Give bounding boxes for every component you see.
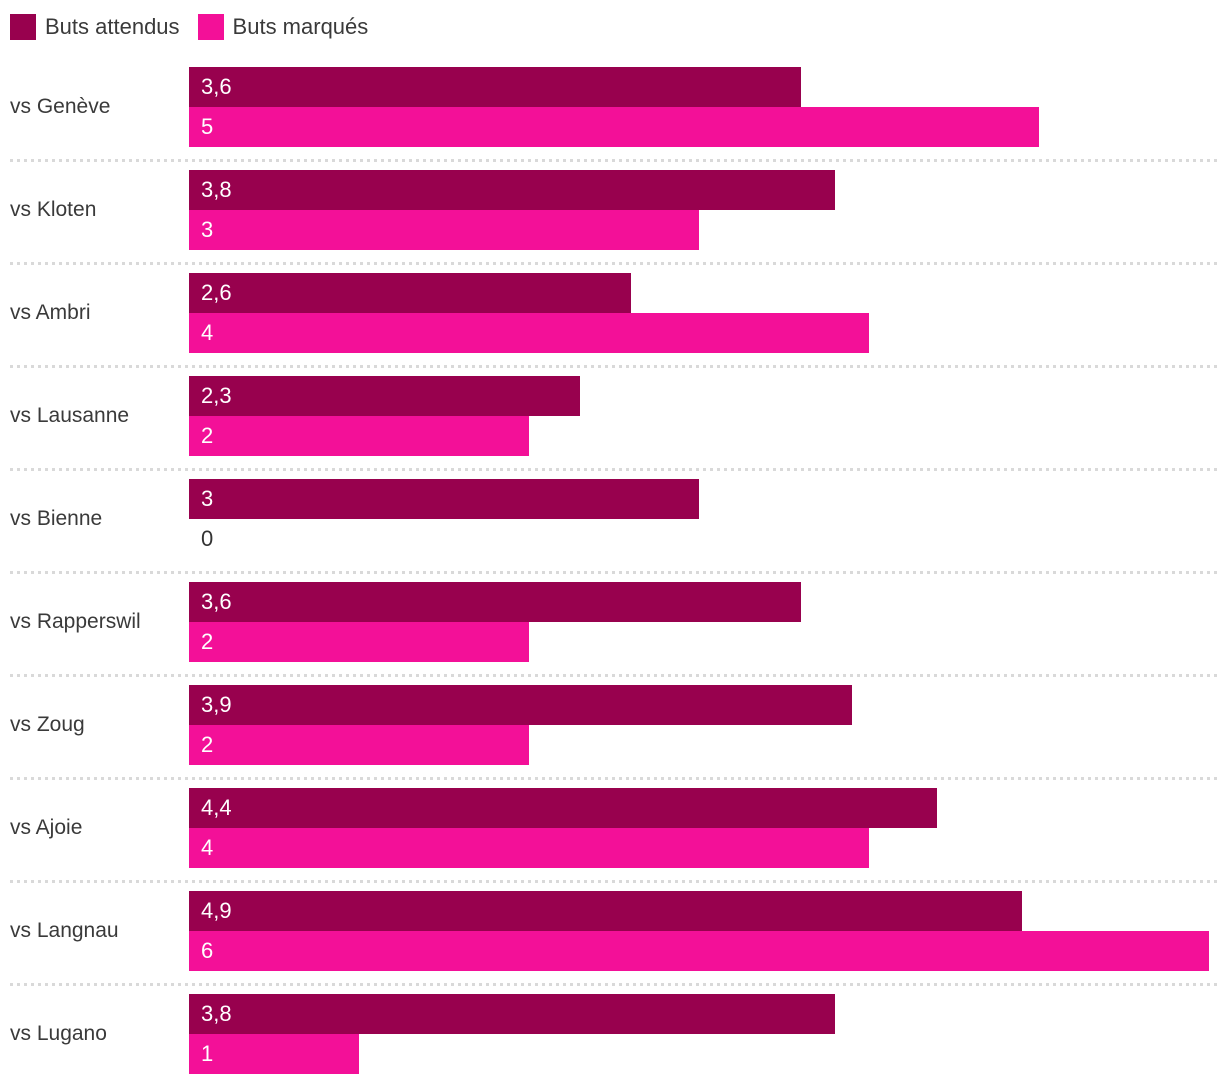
row-separator: [10, 983, 1220, 986]
bar-group: 4,4 4: [189, 788, 1220, 868]
bar-value-label: 4,4: [201, 795, 232, 820]
category-label: vs Lausanne: [10, 404, 130, 427]
bar-group: 3,8 3: [189, 170, 1220, 250]
bar-row: vs Zoug 3,9 2: [0, 685, 1220, 765]
scored-goals-bar: 4: [189, 313, 869, 353]
expected-goals-bar: 4,9: [189, 891, 1022, 931]
legend-item-scored: Buts marqués: [197, 14, 369, 40]
bar-row: vs Rapperswil 3,6 2: [0, 582, 1220, 662]
scored-goals-bar: 2: [189, 725, 529, 765]
scored-goals-bar: 2: [189, 416, 529, 456]
bar-row: vs Lausanne 2,3 2: [0, 376, 1220, 456]
category-label: vs Genève: [10, 95, 111, 118]
bar-value-label: 4: [201, 320, 214, 345]
row-separator: [10, 571, 1220, 574]
category-label: vs Rapperswil: [10, 610, 141, 633]
bar-row: vs Bienne 3 0: [0, 479, 1220, 559]
bar-value-label: 4,9: [201, 898, 232, 923]
category-label: vs Lugano: [10, 1022, 107, 1045]
bar-value-label: 3,6: [201, 74, 232, 99]
expected-goals-bar: 3,8: [189, 170, 835, 210]
bar-value-label: 3,9: [201, 692, 232, 717]
scored-goals-bar: 1: [189, 1034, 359, 1074]
chart-rows: vs Genève 3,6 5 vs Kloten 3,8 3 vs Ambri 2,6 4 vs…: [0, 67, 1220, 1074]
row-separator: [10, 159, 1220, 162]
bar-row: vs Langnau 4,9 6: [0, 891, 1220, 971]
category-label: vs Zoug: [10, 713, 85, 736]
bar-row: vs Ajoie 4,4 4: [0, 788, 1220, 868]
expected-goals-bar: 2,6: [189, 273, 631, 313]
row-separator: [10, 674, 1220, 677]
scored-goals-bar: 2: [189, 622, 529, 662]
bar-value-label: 3,6: [201, 589, 232, 614]
bar-value-label: 3: [201, 217, 214, 242]
expected-goals-bar: 4,4: [189, 788, 937, 828]
legend-label-scored: Buts marqués: [232, 14, 369, 39]
expected-goals-bar: 2,3: [189, 376, 580, 416]
legend-item-expected: Buts attendus: [10, 14, 180, 40]
bar-group: 4,9 6: [189, 891, 1220, 971]
bar-value-label: 6: [201, 938, 214, 963]
bar-row: vs Ambri 2,6 4: [0, 273, 1220, 353]
bar-group: 3,6 2: [189, 582, 1220, 662]
bar-value-label: 3,8: [201, 177, 232, 202]
category-label: vs Langnau: [10, 919, 119, 942]
bar-value-label: 2: [201, 423, 214, 448]
expected-goals-bar: 3,8: [189, 994, 835, 1034]
expected-goals-bar: 3,9: [189, 685, 852, 725]
bar-group: 3,9 2: [189, 685, 1220, 765]
bar-value-label: 2,3: [201, 383, 232, 408]
bar-value-label: 0: [201, 526, 214, 551]
row-separator: [10, 777, 1220, 780]
scored-goals-bar: 3: [189, 210, 699, 250]
bar-value-label: 2: [201, 732, 214, 757]
bar-value-label: 1: [201, 1041, 214, 1066]
bar-value-label: 2: [201, 629, 214, 654]
bar-value-label: 2,6: [201, 280, 232, 305]
expected-goals-bar: 3,6: [189, 582, 801, 622]
bar-row: vs Lugano 3,8 1: [0, 994, 1220, 1074]
expected-goals-bar: 3: [189, 479, 699, 519]
category-label: vs Ajoie: [10, 816, 83, 839]
bar-group: 2,3 2: [189, 376, 1220, 456]
row-separator: [10, 365, 1220, 368]
legend-swatch-scored: [197, 14, 224, 40]
row-separator: [10, 880, 1220, 883]
bar-value-label: 5: [201, 114, 214, 139]
scored-goals-bar: 4: [189, 828, 869, 868]
category-label: vs Bienne: [10, 507, 103, 530]
bar-group: 3,6 5: [189, 67, 1220, 147]
bar-group: 2,6 4: [189, 273, 1220, 353]
bar-group: 3,8 1: [189, 994, 1220, 1074]
category-label: vs Kloten: [10, 198, 97, 221]
legend: Buts attendus Buts marqués: [10, 14, 1220, 40]
scored-goals-bar: 5: [189, 107, 1039, 147]
legend-swatch-expected: [10, 14, 36, 40]
row-separator: [10, 468, 1220, 471]
bar-row: vs Genève 3,6 5: [0, 67, 1220, 147]
category-label: vs Ambri: [10, 301, 91, 324]
legend-label-expected: Buts attendus: [45, 14, 180, 39]
bar-row: vs Kloten 3,8 3: [0, 170, 1220, 250]
scored-goals-bar: 6: [189, 931, 1209, 971]
row-separator: [10, 262, 1220, 265]
bar-value-label: 3: [201, 486, 214, 511]
bar-value-label: 3,8: [201, 1001, 232, 1026]
bar-value-label: 4: [201, 835, 214, 860]
expected-goals-bar: 3,6: [189, 67, 801, 107]
